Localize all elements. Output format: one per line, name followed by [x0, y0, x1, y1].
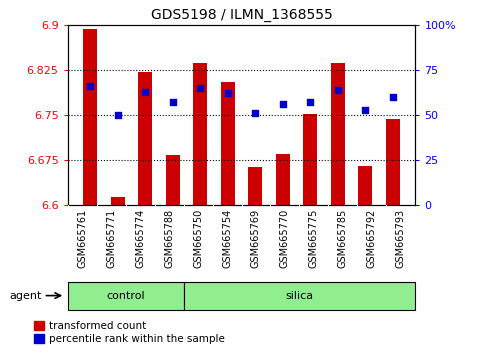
Text: GSM665774: GSM665774 — [135, 209, 145, 268]
Bar — [139, 72, 152, 205]
Bar — [84, 29, 97, 205]
Point — [306, 99, 314, 105]
Text: GSM665771: GSM665771 — [106, 209, 116, 268]
Text: silica: silica — [285, 291, 313, 301]
Point — [169, 99, 177, 105]
Title: GDS5198 / ILMN_1368555: GDS5198 / ILMN_1368555 — [151, 8, 332, 22]
Bar — [221, 82, 235, 205]
Bar — [166, 155, 180, 205]
Text: GSM665769: GSM665769 — [251, 209, 261, 268]
Legend: transformed count, percentile rank within the sample: transformed count, percentile rank withi… — [29, 317, 229, 348]
Text: GSM665750: GSM665750 — [193, 209, 203, 268]
Text: GSM665775: GSM665775 — [309, 209, 319, 268]
Text: GSM665761: GSM665761 — [77, 209, 87, 268]
Text: GSM665793: GSM665793 — [396, 209, 406, 268]
Bar — [276, 154, 290, 205]
Text: agent: agent — [10, 291, 42, 301]
Point — [142, 89, 149, 95]
Bar — [193, 63, 207, 205]
Point — [197, 85, 204, 91]
Point — [251, 110, 259, 116]
Text: GSM665788: GSM665788 — [164, 209, 174, 268]
Bar — [111, 197, 125, 205]
Bar — [358, 166, 372, 205]
Text: GSM665785: GSM665785 — [338, 209, 348, 268]
Text: control: control — [106, 291, 145, 301]
Text: GSM665792: GSM665792 — [367, 209, 377, 268]
Bar — [331, 63, 344, 205]
Bar — [386, 119, 399, 205]
Text: GSM665770: GSM665770 — [280, 209, 290, 268]
Point — [279, 101, 286, 107]
FancyBboxPatch shape — [184, 282, 415, 310]
Bar — [303, 114, 317, 205]
FancyBboxPatch shape — [68, 282, 184, 310]
Text: GSM665754: GSM665754 — [222, 209, 232, 268]
Bar — [248, 167, 262, 205]
Point — [224, 91, 232, 96]
Point — [114, 112, 122, 118]
Point — [86, 83, 94, 89]
Point — [389, 94, 397, 100]
Point — [361, 107, 369, 113]
Point — [334, 87, 341, 93]
